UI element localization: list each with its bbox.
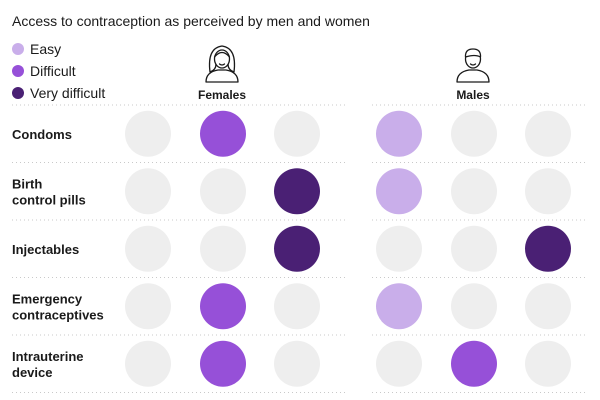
chart-title: Access to contraception as perceived by … [12,13,370,29]
dot-empty [125,110,171,157]
dot-filled [200,283,246,330]
dot-empty [274,110,320,157]
dot-empty [125,225,171,272]
dot-empty [125,283,171,330]
row-label-line: Injectables [12,242,79,257]
legend-label-easy: Easy [30,41,61,57]
dot-filled [274,168,320,215]
row-label-line: Birth [12,176,42,191]
dot-empty [274,340,320,387]
legend: Easy Difficult Very difficult [12,41,105,101]
dot-empty [451,225,497,272]
row-label-line: Intrauterine [12,349,84,364]
dot-empty [525,110,571,157]
dot-filled [376,168,422,215]
dot-filled [376,283,422,330]
dot-filled [274,225,320,272]
chart-row: Condoms [12,110,571,157]
legend-label-difficult: Difficult [30,63,76,79]
row-label: Birth control pills [12,176,86,207]
dot-empty [376,340,422,387]
row-label: Injectables [12,242,79,257]
dot-empty [274,283,320,330]
legend-swatch-difficult [12,65,24,77]
dot-empty [451,110,497,157]
dot-empty [525,283,571,330]
chart-row: Birth control pills [12,168,571,215]
row-label-line: Emergency [12,291,83,306]
row-label: Emergency contraceptives [12,291,104,322]
group-label-males: Males [456,88,490,102]
group-label-females: Females [198,88,246,102]
dot-empty [200,225,246,272]
dot-filled [200,110,246,157]
row-label-line: Condoms [12,127,72,142]
legend-swatch-very-difficult [12,87,24,99]
dot-filled [200,340,246,387]
legend-label-very-difficult: Very difficult [30,85,105,101]
chart-row: Injectables [12,225,571,272]
dot-empty [125,168,171,215]
female-person-icon [205,45,239,83]
legend-swatch-easy [12,43,24,55]
dot-empty [525,340,571,387]
dot-filled [376,110,422,157]
dot-filled [525,225,571,272]
dot-empty [376,225,422,272]
row-label-line: control pills [12,192,86,207]
chart-row: Intrauterine device [12,340,571,387]
chart-row: Emergency contraceptives [12,283,571,330]
dot-empty [200,168,246,215]
row-label: Intrauterine device [12,349,84,380]
dot-empty [451,283,497,330]
chart-rows: Condoms Birth control pills Injectables Emer… [12,110,571,387]
dot-filled [451,340,497,387]
row-label-line: device [12,365,52,380]
dot-empty [525,168,571,215]
row-label: Condoms [12,127,72,142]
row-label-line: contraceptives [12,307,104,322]
dot-empty [125,340,171,387]
dot-empty [451,168,497,215]
row-dividers [12,104,587,393]
male-person-icon [456,48,490,83]
